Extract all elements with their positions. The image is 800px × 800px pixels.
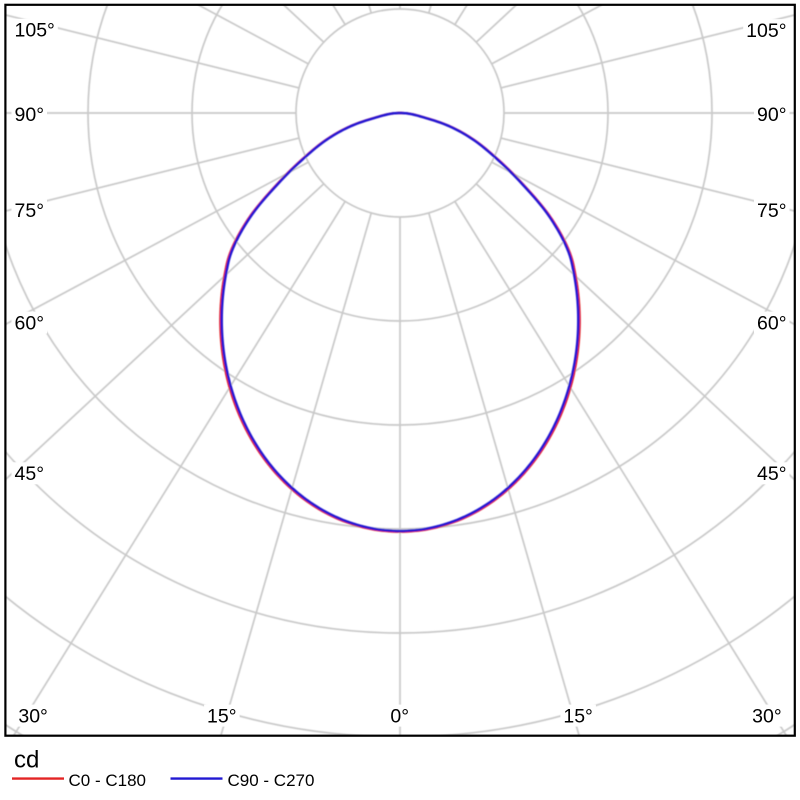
svg-text:75°: 75° [757,200,787,222]
svg-text:C0 - C180: C0 - C180 [69,771,146,790]
svg-text:90°: 90° [757,104,787,126]
svg-text:15°: 15° [207,706,237,728]
svg-text:cd: cd [14,747,39,774]
svg-text:45°: 45° [757,463,787,485]
svg-text:45°: 45° [15,463,45,485]
svg-text:90°: 90° [15,104,45,126]
svg-text:0°: 0° [390,706,409,728]
svg-text:60°: 60° [757,313,787,335]
svg-text:15°: 15° [563,706,593,728]
svg-text:30°: 30° [18,706,48,728]
svg-text:30°: 30° [752,706,782,728]
svg-text:75°: 75° [15,200,45,222]
svg-text:105°: 105° [746,20,786,42]
svg-text:105°: 105° [15,20,55,42]
svg-text:60°: 60° [15,313,45,335]
svg-text:C90 - C270: C90 - C270 [228,771,315,790]
